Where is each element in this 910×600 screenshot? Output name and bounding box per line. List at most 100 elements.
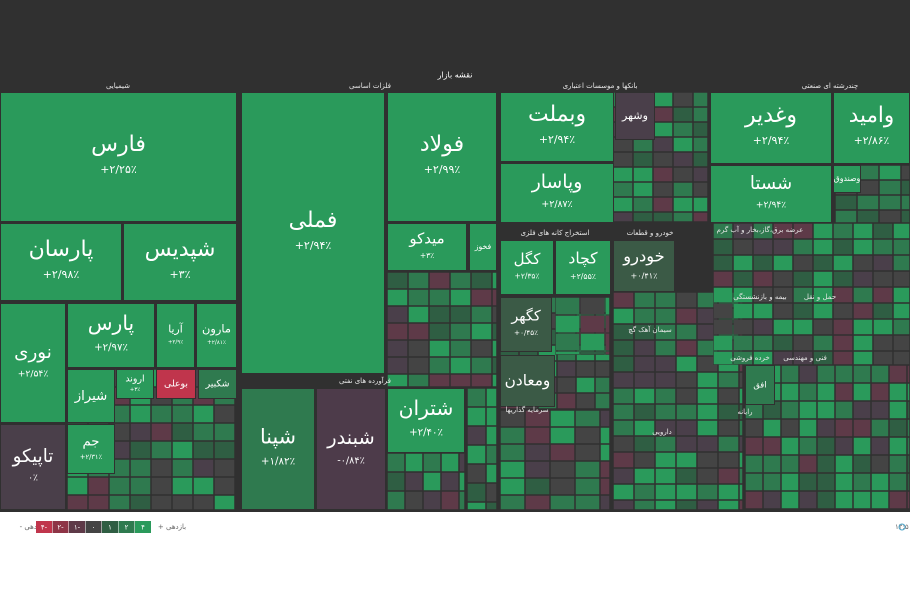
tile[interactable] [833, 165, 861, 193]
small-tile [405, 453, 423, 472]
tile-name: تاپیکو [12, 446, 54, 467]
tile[interactable] [710, 92, 832, 164]
tile[interactable] [156, 303, 195, 368]
tile[interactable] [316, 388, 386, 510]
small-tile [525, 427, 550, 444]
small-tile [151, 495, 172, 510]
tile[interactable] [500, 240, 554, 295]
small-tile [853, 437, 871, 455]
tile[interactable] [241, 388, 315, 510]
small-tile [833, 223, 853, 239]
small-tile [799, 401, 817, 419]
tile-name: وغدیر [744, 103, 797, 128]
small-tile [873, 255, 893, 271]
small-tile [733, 335, 753, 351]
small-tile [907, 401, 910, 419]
small-tile [773, 351, 793, 365]
tile[interactable] [745, 365, 775, 405]
small-tile [673, 167, 693, 182]
tile[interactable] [500, 92, 614, 162]
small-tile [745, 491, 763, 509]
small-tile [130, 423, 151, 441]
small-tile [450, 323, 471, 340]
small-tile [450, 340, 471, 357]
tile[interactable] [615, 92, 655, 140]
small-tile [871, 365, 889, 383]
small-tile [450, 272, 471, 289]
small-tile [429, 323, 450, 340]
small-tile [550, 427, 575, 444]
small-tile [739, 420, 743, 436]
tile[interactable] [67, 303, 155, 368]
small-tile [833, 303, 853, 319]
tile[interactable] [0, 303, 66, 423]
sector-label: عرضه برق،گاز،بخار و آب گرم [717, 225, 804, 234]
tile[interactable] [387, 92, 497, 222]
small-tile [773, 319, 793, 335]
legend-step: ۴- [41, 524, 48, 532]
tile[interactable] [500, 355, 555, 407]
tile-change: +۲/۹٪ [168, 340, 183, 346]
tile[interactable] [198, 369, 237, 399]
tile[interactable] [241, 92, 385, 374]
tile[interactable] [555, 240, 611, 295]
tile-name: بوعلی [164, 379, 188, 390]
tile[interactable] [67, 369, 115, 423]
tile[interactable] [0, 223, 122, 301]
small-tile [500, 478, 525, 495]
small-tile [653, 137, 673, 152]
small-tile [853, 383, 871, 401]
tile[interactable] [123, 223, 237, 301]
small-tile [739, 436, 743, 452]
tile[interactable] [387, 223, 467, 271]
legend-swatch [135, 521, 151, 533]
small-tile [793, 255, 813, 271]
tile[interactable] [196, 303, 237, 368]
small-tile [471, 374, 492, 387]
small-tile [879, 180, 901, 195]
tile[interactable] [116, 369, 154, 399]
small-tile [613, 340, 634, 356]
small-tile [193, 441, 214, 459]
small-tile [853, 365, 871, 383]
small-tile [835, 437, 853, 455]
small-tile [879, 165, 901, 180]
tile-name: افق [753, 380, 766, 390]
small-tile [853, 473, 871, 491]
small-tile [793, 303, 813, 319]
small-tile [613, 182, 633, 197]
small-tile [575, 444, 600, 461]
tile[interactable] [67, 424, 115, 474]
small-tile [799, 437, 817, 455]
tile[interactable] [0, 424, 66, 510]
tile[interactable] [387, 388, 465, 453]
small-tile [793, 239, 813, 255]
small-tile [613, 500, 634, 510]
tile[interactable] [469, 223, 497, 271]
small-tile [817, 437, 835, 455]
small-tile [799, 491, 817, 509]
small-tile [613, 356, 634, 372]
small-tile [613, 372, 634, 388]
small-tile [907, 365, 910, 383]
small-tile [718, 420, 739, 436]
small-tile [151, 405, 172, 423]
small-tile [555, 297, 580, 315]
small-tile [467, 502, 486, 510]
small-tile [676, 388, 697, 404]
small-tile [673, 122, 693, 137]
small-tile [214, 477, 235, 495]
small-tile [676, 292, 697, 308]
small-tile [753, 303, 773, 319]
tile[interactable] [500, 297, 552, 352]
tile[interactable] [0, 92, 237, 222]
tile[interactable] [710, 165, 832, 223]
small-tile [833, 351, 853, 365]
small-tile [450, 357, 471, 374]
tile[interactable] [156, 369, 196, 399]
small-tile [733, 239, 753, 255]
small-tile [408, 289, 429, 306]
tile[interactable] [500, 163, 614, 223]
tile[interactable] [613, 240, 675, 292]
